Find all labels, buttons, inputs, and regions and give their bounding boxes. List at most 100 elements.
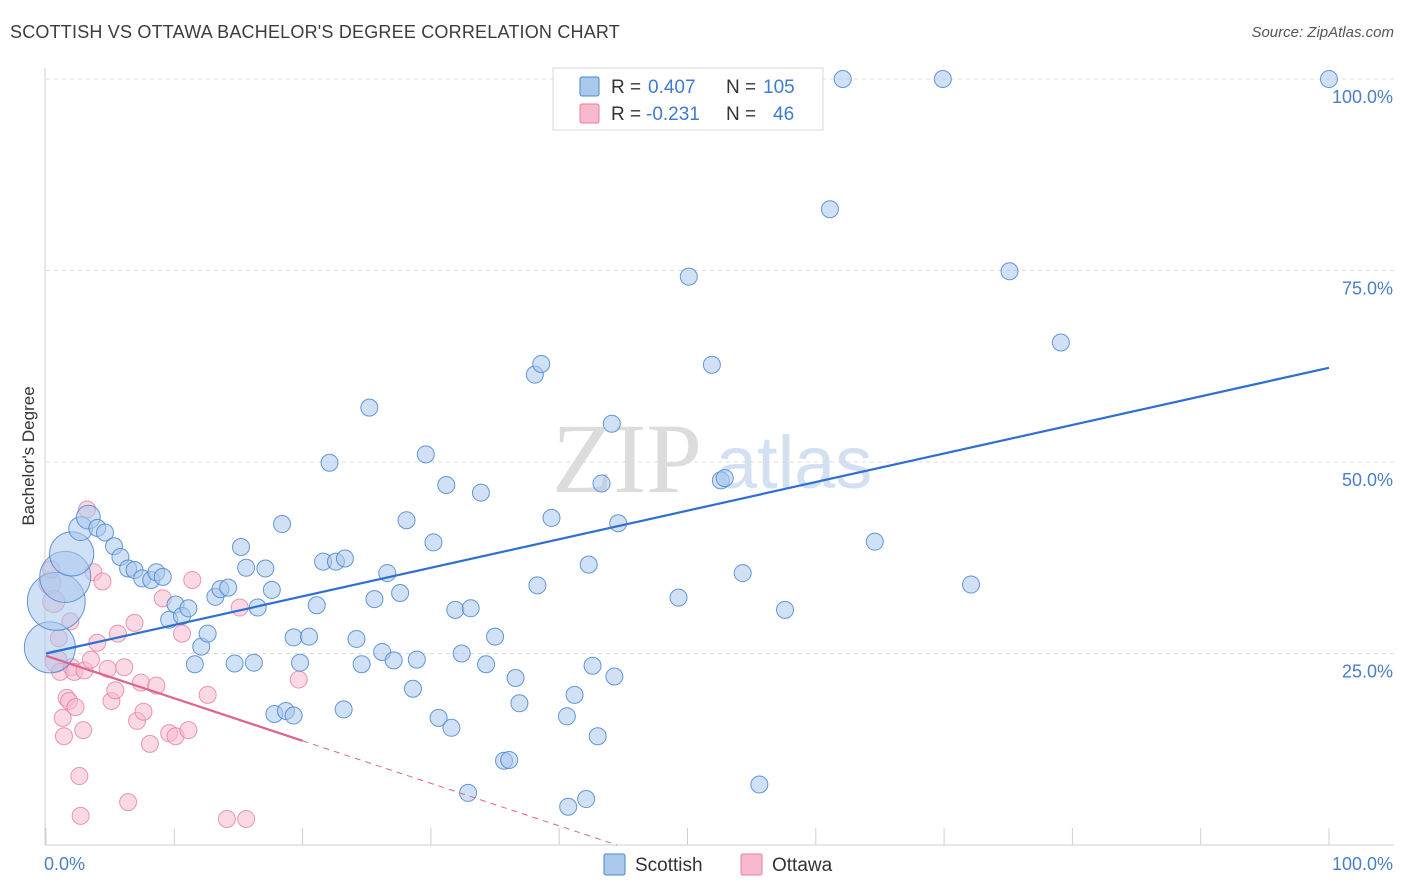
scottish-point (424, 533, 443, 552)
bottom-legend-swatch-ottawa (740, 853, 763, 876)
x-tick-label: 0.0% (44, 854, 85, 874)
scottish-point (416, 445, 435, 464)
y-tick-label: 25.0% (1342, 662, 1393, 682)
ottawa-point (237, 809, 256, 828)
legend: R = 0.407 N = 105 R = -0.231 N = 46 (552, 67, 824, 131)
scottish-point (592, 474, 611, 493)
scottish-point (256, 559, 275, 578)
scottish-point (284, 628, 303, 647)
scottish-point (557, 707, 576, 726)
scottish-point (335, 549, 354, 568)
bottom-legend-label-ottawa: Ottawa (772, 855, 833, 876)
scottish-point (452, 644, 471, 663)
scottish-point (273, 515, 292, 534)
scottish-point (1051, 333, 1070, 352)
scottish-point (429, 708, 448, 727)
scottish-point (153, 567, 172, 586)
scottish-point (232, 538, 251, 557)
scottish-point (486, 627, 505, 646)
ottawa-point (71, 806, 90, 825)
trend-lines (45, 366, 1330, 846)
ottawa-point (179, 721, 198, 740)
scottish-point (579, 555, 598, 574)
scottish-point (506, 669, 525, 688)
scottish-point (352, 655, 371, 674)
scottish-point (307, 596, 326, 615)
scottish-point (1000, 262, 1019, 281)
legend-r-label-scottish: R = (611, 77, 641, 98)
scottish-point (320, 453, 339, 472)
scottish-point (179, 599, 198, 618)
scottish-point (962, 575, 981, 594)
scottish-point (833, 70, 852, 88)
scottish-point (510, 694, 529, 713)
scottish-point (577, 790, 596, 809)
ottawa-point (140, 734, 159, 753)
ottawa-point (66, 698, 85, 717)
ottawa-point (134, 702, 153, 721)
x-tick-label: 100.0% (1332, 854, 1393, 874)
scottish-point (605, 667, 624, 686)
scottish-point (669, 588, 688, 607)
ottawa-point (93, 572, 112, 591)
scottish-point (442, 718, 461, 737)
scottish-trend-line (45, 366, 1330, 655)
scottish-point (384, 651, 403, 670)
chart-title: SCOTTISH VS OTTAWA BACHELOR'S DEGREE COR… (10, 22, 620, 42)
ottawa-point (289, 670, 308, 689)
watermark-zip: ZIP (552, 403, 702, 514)
ottawa-point (70, 767, 89, 786)
scottish-point (679, 267, 698, 286)
scottish-point (477, 655, 496, 674)
scottish-point (244, 653, 263, 672)
ottawa-point (115, 658, 134, 677)
scottish-point (446, 600, 465, 619)
legend-r-value-ottawa: -0.231 (646, 104, 700, 125)
scottish-point (500, 750, 519, 769)
scottish-point (284, 706, 303, 725)
ottawa-point (119, 793, 138, 812)
scottish-point (237, 558, 256, 577)
legend-n-label-ottawa: N = (726, 104, 756, 125)
scottish-point (528, 576, 547, 595)
scottish-point (750, 775, 769, 794)
ottawa-point (172, 624, 191, 643)
legend-r-label-ottawa: R = (611, 104, 641, 125)
ottawa-point (81, 650, 100, 669)
y-tick-label: 100.0% (1332, 87, 1393, 107)
scottish-point (1320, 70, 1338, 88)
legend-r-value-scottish: 0.407 (648, 77, 696, 98)
ottawa-point (54, 727, 73, 746)
bottom-legend-label-scottish: Scottish (635, 855, 703, 876)
scottish-point (334, 700, 353, 719)
ottawa-point (217, 809, 236, 828)
scottish-point (397, 511, 416, 530)
scottish-point (559, 797, 578, 816)
legend-n-label-scottish: N = (726, 77, 756, 98)
scottish-point (407, 650, 426, 669)
scottish-point (733, 564, 752, 583)
scottish-point (291, 653, 310, 672)
scottish-point (542, 508, 561, 527)
legend-n-value-ottawa: 46 (773, 104, 794, 125)
ottawa-trend-extension (302, 740, 618, 846)
y-tick-label: 75.0% (1342, 279, 1393, 299)
ottawa-point (183, 570, 202, 589)
legend-n-value-scottish: 105 (763, 77, 795, 98)
scottish-point (588, 727, 607, 746)
scottish-point (609, 514, 628, 533)
scottish-point (219, 578, 238, 597)
scottish-point (437, 475, 456, 494)
scottish-point (471, 483, 490, 502)
scottish-point (360, 398, 379, 417)
ottawa-point (74, 721, 93, 740)
x-tick-labels: 0.0% 100.0% (44, 854, 1393, 874)
y-tick-label: 50.0% (1342, 470, 1393, 490)
scottish-point (565, 685, 584, 704)
scottish-point (702, 355, 721, 374)
scottish-point (459, 783, 478, 802)
ottawa-point (106, 681, 125, 700)
scottish-point (776, 600, 795, 619)
scottish-point (347, 629, 366, 648)
scottish-point (185, 655, 204, 674)
